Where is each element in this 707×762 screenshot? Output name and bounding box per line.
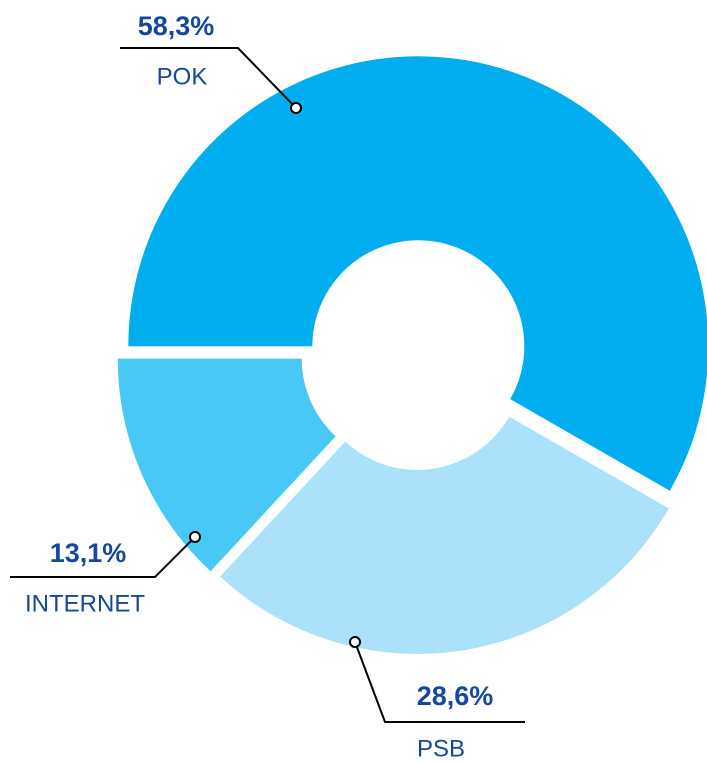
leader-line xyxy=(120,47,297,109)
leader-dot xyxy=(349,636,361,648)
value-label: 58,3% xyxy=(138,11,215,41)
value-label: 13,1% xyxy=(50,538,127,568)
category-label: INTERNET xyxy=(25,590,145,617)
leader-line xyxy=(10,536,196,578)
value-label: 28,6% xyxy=(417,681,494,711)
category-label: POK xyxy=(157,63,208,90)
leader-line xyxy=(354,641,525,723)
donut-slice xyxy=(128,56,707,491)
donut-slice xyxy=(117,358,336,572)
category-label: PSB xyxy=(417,735,465,762)
leader-dot xyxy=(189,531,201,543)
donut-slice xyxy=(220,416,669,654)
leader-dot xyxy=(290,102,302,114)
